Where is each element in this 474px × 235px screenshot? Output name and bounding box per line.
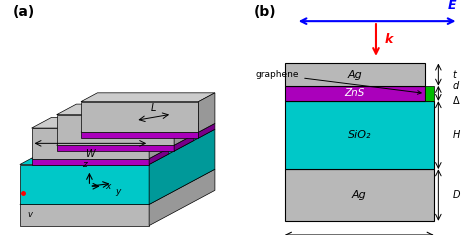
Text: (a): (a): [13, 5, 35, 19]
Text: L: L: [151, 103, 156, 113]
Text: E: E: [447, 0, 456, 12]
Text: ZnS: ZnS: [345, 88, 365, 98]
Polygon shape: [149, 129, 215, 204]
Text: d: d: [453, 81, 459, 91]
Polygon shape: [149, 169, 215, 226]
Polygon shape: [56, 135, 194, 145]
Text: graphene: graphene: [255, 70, 421, 94]
Text: y: y: [115, 187, 120, 196]
Polygon shape: [20, 169, 215, 204]
Text: D: D: [453, 190, 460, 200]
Text: v: v: [27, 210, 32, 219]
Polygon shape: [20, 129, 215, 164]
Polygon shape: [56, 145, 174, 151]
Polygon shape: [32, 118, 169, 128]
Polygon shape: [174, 104, 194, 145]
Bar: [284, 63, 425, 86]
Polygon shape: [32, 148, 169, 159]
Polygon shape: [56, 104, 194, 115]
Polygon shape: [20, 204, 149, 226]
Text: Ag: Ag: [352, 190, 367, 200]
Polygon shape: [20, 164, 149, 204]
Text: k: k: [385, 33, 393, 47]
Text: Δ: Δ: [453, 96, 459, 106]
Text: (b): (b): [254, 5, 276, 19]
Bar: [284, 86, 425, 101]
Text: t: t: [453, 70, 457, 80]
Text: Ag: Ag: [347, 70, 362, 80]
Bar: [284, 169, 434, 221]
Text: H: H: [453, 130, 460, 140]
Bar: [425, 86, 434, 101]
Text: SiO₂: SiO₂: [347, 130, 371, 140]
Bar: [284, 101, 434, 169]
Polygon shape: [32, 128, 149, 159]
Polygon shape: [32, 159, 149, 164]
Polygon shape: [149, 148, 169, 164]
Text: W: W: [85, 149, 95, 159]
Polygon shape: [81, 102, 199, 132]
Polygon shape: [149, 118, 169, 159]
Polygon shape: [174, 135, 194, 151]
Text: x: x: [105, 182, 110, 191]
Text: z: z: [82, 161, 87, 169]
Polygon shape: [81, 93, 215, 102]
Polygon shape: [199, 93, 215, 132]
Polygon shape: [81, 123, 215, 132]
Polygon shape: [56, 115, 174, 145]
Polygon shape: [199, 123, 215, 138]
Polygon shape: [81, 132, 199, 138]
